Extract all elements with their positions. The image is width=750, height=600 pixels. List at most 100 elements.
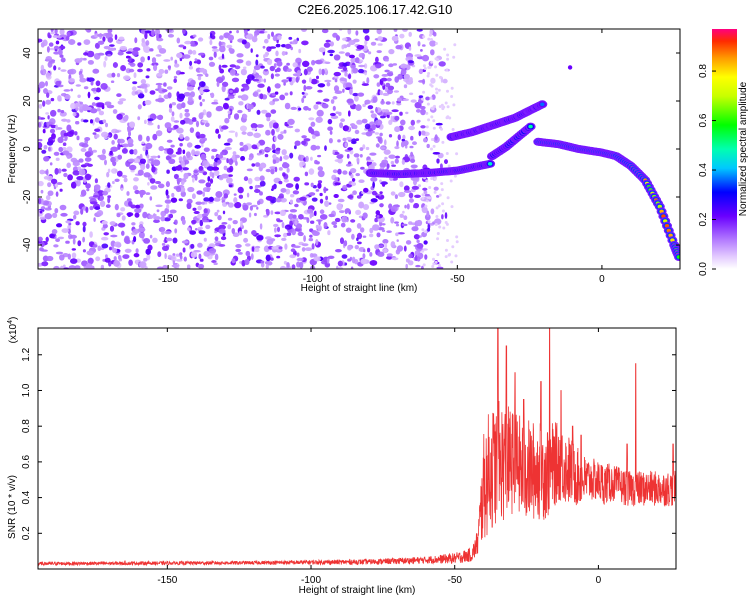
noise-speckle <box>68 265 76 269</box>
noise-speckle <box>138 189 146 196</box>
noise-speckle <box>381 223 386 226</box>
noise-speckle <box>191 219 197 224</box>
noise-speckle <box>107 29 113 33</box>
noise-speckle <box>267 33 271 40</box>
noise-speckle <box>75 107 79 111</box>
noise-speckle <box>275 43 281 48</box>
noise-speckle <box>203 147 210 152</box>
noise-speckle <box>167 127 172 132</box>
noise-speckle <box>94 128 101 132</box>
noise-speckle <box>433 31 437 37</box>
noise-speckle <box>272 159 277 164</box>
noise-speckle <box>358 179 365 183</box>
noise-speckle <box>427 66 431 69</box>
noise-speckle <box>95 134 100 138</box>
noise-speckle <box>98 110 104 116</box>
noise-speckle <box>85 206 89 213</box>
noise-speckle <box>43 156 50 162</box>
noise-speckle <box>390 206 398 213</box>
noise-speckle <box>59 45 66 50</box>
noise-speckle <box>280 131 285 135</box>
noise-speckle <box>118 36 125 41</box>
noise-speckle <box>289 91 293 96</box>
noise-speckle <box>262 45 266 49</box>
colorbar-ticks: 0.00.20.40.60.8 <box>698 64 716 276</box>
noise-speckle <box>116 93 122 97</box>
noise-speckle <box>145 40 150 46</box>
noise-speckle <box>38 116 41 120</box>
noise-speckle <box>219 35 224 40</box>
noise-speckle <box>229 64 236 68</box>
noise-speckle <box>271 246 279 250</box>
noise-speckle <box>169 154 177 158</box>
noise-speckle <box>400 119 406 126</box>
noise-speckle <box>284 243 288 250</box>
noise-speckle <box>51 229 58 235</box>
noise-speckle <box>174 63 180 68</box>
noise-speckle <box>198 179 206 184</box>
noise-speckle <box>192 177 195 183</box>
noise-speckle <box>393 29 398 32</box>
signal-core <box>528 124 533 129</box>
noise-speckle <box>306 66 313 72</box>
noise-speckle <box>128 68 135 73</box>
noise-speckle <box>431 94 436 100</box>
noise-speckle <box>153 64 158 71</box>
noise-speckle <box>337 266 344 269</box>
noise-speckle <box>197 205 202 211</box>
noise-speckle <box>204 201 208 205</box>
noise-speckle <box>291 228 297 236</box>
noise-speckle <box>66 31 71 37</box>
noise-speckle <box>306 208 314 214</box>
noise-speckle <box>128 131 131 137</box>
noise-speckle <box>370 41 377 46</box>
noise-speckle <box>153 219 160 223</box>
noise-speckle <box>402 210 405 214</box>
noise-speckle <box>421 44 426 47</box>
noise-speckle <box>145 75 150 79</box>
noise-speckle <box>375 107 378 113</box>
noise-speckle <box>317 154 322 158</box>
noise-speckle <box>44 213 52 220</box>
noise-speckle <box>57 95 62 102</box>
noise-speckle <box>137 62 144 68</box>
noise-speckle <box>292 190 300 195</box>
noise-speckle <box>90 119 93 124</box>
noise-speckle <box>208 196 214 202</box>
noise-speckle <box>390 241 396 248</box>
noise-speckle <box>341 254 348 259</box>
noise-speckle <box>38 103 43 109</box>
noise-speckle <box>427 37 431 41</box>
noise-speckle <box>445 152 449 155</box>
noise-speckle <box>62 142 67 146</box>
noise-speckle <box>176 259 183 262</box>
noise-speckle <box>112 180 115 185</box>
noise-speckle <box>251 230 257 236</box>
noise-speckle <box>155 54 162 57</box>
noise-speckle <box>162 264 169 269</box>
noise-speckle <box>246 131 254 137</box>
noise-speckle <box>60 110 65 114</box>
noise-speckle <box>308 238 314 242</box>
noise-speckle <box>372 181 375 189</box>
noise-speckle <box>244 259 250 265</box>
noise-speckle <box>107 182 111 189</box>
noise-speckle <box>382 183 386 187</box>
noise-speckle <box>349 168 357 174</box>
noise-speckle <box>199 87 205 94</box>
noise-speckle <box>187 95 193 103</box>
noise-speckle <box>425 199 429 203</box>
noise-speckle <box>424 204 428 208</box>
noise-speckle <box>332 149 336 154</box>
noise-speckle <box>164 122 172 129</box>
noise-speckle <box>321 103 329 109</box>
snr-series-line <box>38 328 676 567</box>
noise-speckle <box>154 216 161 221</box>
noise-speckle <box>119 98 126 102</box>
noise-speckle <box>43 88 48 94</box>
noise-speckle <box>382 92 390 96</box>
noise-speckle <box>441 140 445 144</box>
noise-speckle <box>100 83 108 90</box>
noise-speckle <box>254 176 261 182</box>
noise-speckle <box>218 228 226 234</box>
